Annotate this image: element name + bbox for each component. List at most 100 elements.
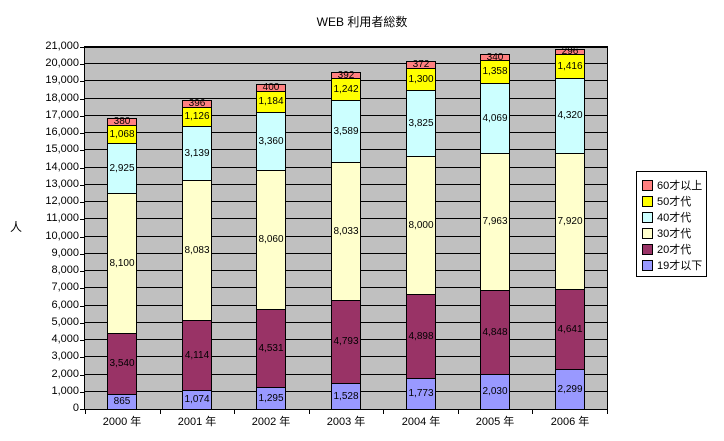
y-tick-mark [80,357,84,358]
bar-segment [331,162,361,300]
y-tick-label: 13,000 [45,178,79,190]
bar-segment-label: 4,114 [184,350,210,361]
legend-item: 20才代 [642,241,706,257]
legend-label: 60才以上 [657,180,703,192]
y-tick-label: 16,000 [45,126,79,138]
bar-segment-label: 3,589 [333,126,359,137]
bar-segment [406,61,436,68]
bar-segment [406,156,436,294]
legend-item: 40才代 [642,209,706,225]
y-tick-mark [80,116,84,117]
bar-segment [331,72,361,78]
x-tick-label: 2004 年 [401,416,441,428]
legend-item: 30才代 [642,225,706,241]
bar-segment [256,112,286,170]
x-tick-mark [309,410,310,414]
y-tick-mark [80,237,84,238]
y-tick-label: 11,000 [46,212,79,224]
bar-segment [406,378,436,409]
legend-item: 19才以下 [642,257,706,273]
bar-segment-label: 392 [337,70,355,81]
bar-segment [182,100,212,107]
y-tick-label: 18,000 [45,92,79,104]
y-tick-mark [80,340,84,341]
bar-segment [331,78,361,100]
x-tick-label: 2006 年 [550,416,590,428]
bar-segment-label: 8,060 [258,234,284,245]
x-tick-label: 2003 年 [326,416,366,428]
bar-segment [107,125,137,143]
y-tick-label: 21,000 [45,40,79,52]
y-tick-label: 1,000 [51,385,79,397]
y-tick-mark [80,168,84,169]
bar-segment [331,383,361,409]
x-tick-mark [85,410,86,414]
bar-segment-label: 396 [188,98,206,109]
bar-segment-label: 8,033 [333,226,359,237]
y-tick-label: 20,000 [45,57,79,69]
bar-segment-label: 3,139 [184,148,210,159]
y-tick-label: 19,000 [45,74,79,86]
chart-title: WEB 利用者総数 [316,15,408,29]
bar-segment-label: 4,320 [557,110,583,121]
y-axis-title: 人 [10,220,23,234]
bar-segment [480,290,510,374]
y-tick-label: 3,000 [51,350,79,362]
legend-label: 30才代 [657,228,692,240]
bar-segment-label: 7,963 [482,216,508,227]
y-tick-label: 5,000 [51,316,79,328]
bar-segment-label: 1,126 [184,111,210,122]
y-tick-mark [80,375,84,376]
bar-segment [182,390,212,409]
bar-segment-label: 1,068 [109,129,135,140]
gridline [85,63,607,64]
x-tick-label: 2005 年 [475,416,515,428]
bar-segment-label: 8,083 [184,245,210,256]
bar-segment-label: 8,000 [408,220,434,231]
bar-segment-label: 380 [113,116,131,127]
y-tick-mark [80,202,84,203]
legend-swatch [642,243,653,255]
y-tick-label: 10,000 [45,230,79,242]
bar-segment-label: 4,898 [408,331,434,342]
bar-segment-label: 3,540 [109,358,135,369]
bar-segment-label: 2,030 [482,386,508,397]
bar-segment-label: 4,641 [557,324,583,335]
bar-segment [555,153,585,289]
bar-segment [331,300,361,383]
bar-segment [480,60,510,83]
bar-segment [480,54,510,60]
bar-segment [555,78,585,153]
bar-segment-label: 865 [113,396,131,407]
bar-segment-label: 1,295 [258,393,284,404]
y-tick-mark [80,392,84,393]
bar-segment-label: 2,299 [557,384,583,395]
bar-segment-label: 400 [262,82,280,93]
bar-segment-label: 1,416 [557,61,583,72]
bar-segment [406,68,436,90]
bar-segment-label: 340 [486,52,504,63]
y-tick-mark [80,64,84,65]
bar-segment-label: 1,184 [258,96,284,107]
y-tick-label: 6,000 [51,299,79,311]
bar-segment [555,49,585,54]
bar-segment [256,84,286,91]
y-tick-mark [80,409,84,410]
y-tick-mark [80,288,84,289]
legend-item: 50才代 [642,193,706,209]
bar-segment-label: 7,920 [557,216,583,227]
bar-segment-label: 2,925 [109,163,135,174]
bar-segment-label: 1,074 [184,394,210,405]
bar-segment-label: 372 [412,59,430,70]
bar-segment [480,83,510,153]
y-tick-mark [80,271,84,272]
bar-segment [182,180,212,320]
bar-segment-label: 3,825 [408,118,434,129]
y-tick-label: 17,000 [45,109,79,121]
bar-segment [107,143,137,193]
bar-segment-label: 4,793 [333,336,359,347]
y-tick-mark [80,99,84,100]
legend-swatch [642,195,653,207]
x-tick-label: 2000 年 [102,416,142,428]
y-tick-label: 12,000 [45,195,79,207]
